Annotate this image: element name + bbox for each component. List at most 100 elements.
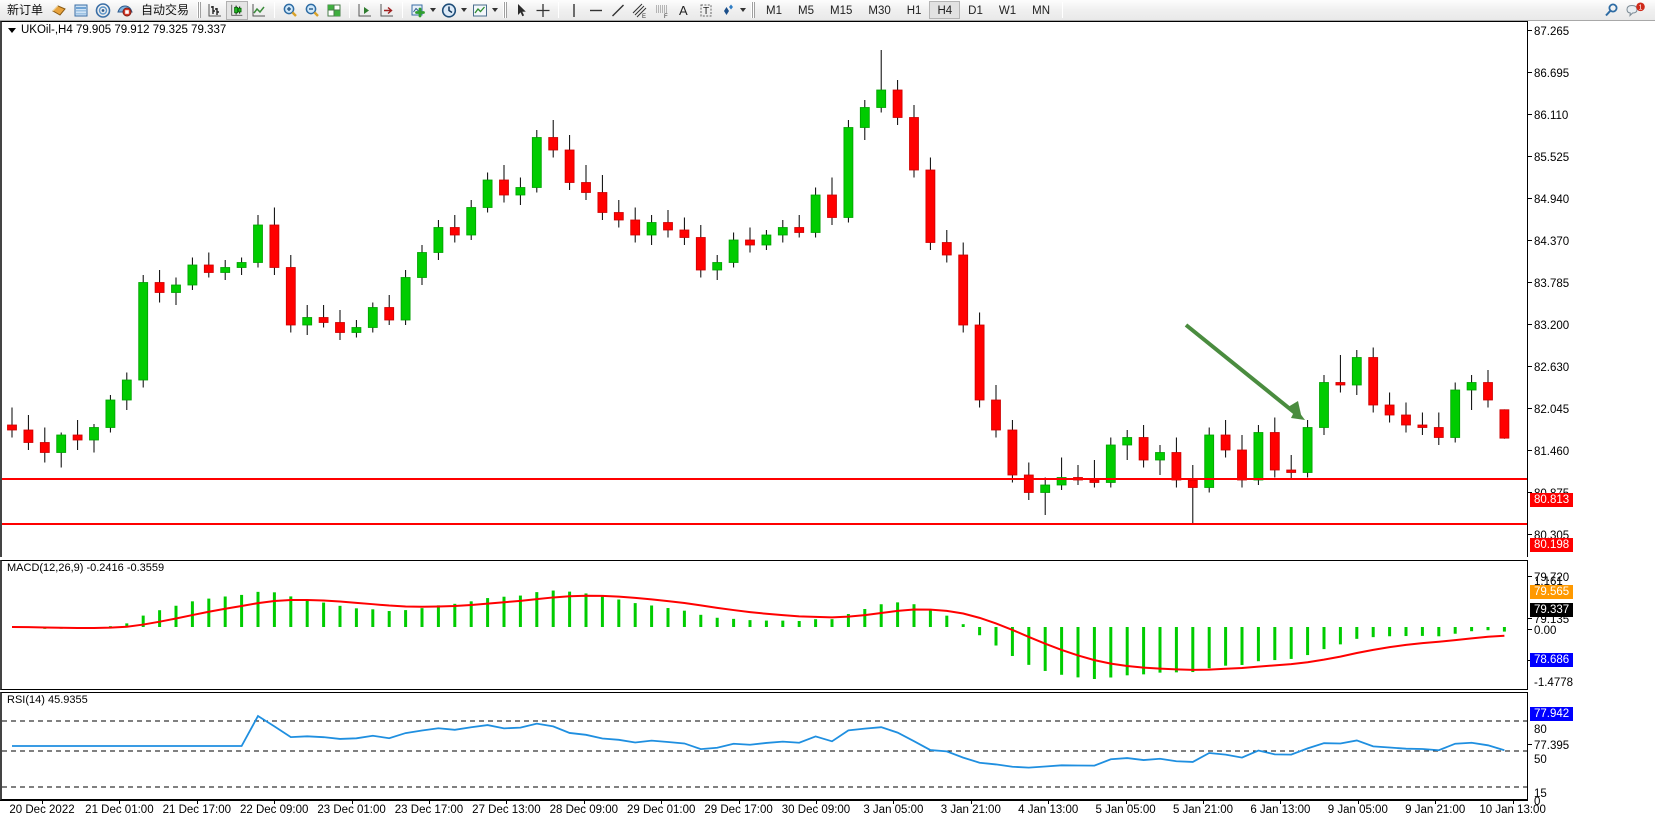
zoom-out-icon[interactable] <box>301 1 323 20</box>
crosshair-icon[interactable] <box>532 1 554 20</box>
toolbar-separator <box>1062 2 1063 18</box>
time-label: 10 Jan 13:00 <box>1479 804 1546 816</box>
time-tick <box>506 801 508 804</box>
price-tick: 79.720 <box>1528 572 1569 584</box>
time-label: 29 Dec 17:00 <box>704 804 773 816</box>
toolbar-separator <box>402 2 404 18</box>
text-icon[interactable]: A <box>673 1 695 20</box>
time-tick <box>893 801 895 804</box>
macd-tick: -1.4778 <box>1534 677 1574 689</box>
toolbar-grip[interactable] <box>751 2 756 18</box>
line-chart-icon[interactable] <box>248 1 270 20</box>
time-tick <box>583 801 585 804</box>
time-axis[interactable]: 20 Dec 2022 21 Dec 01:00 21 Dec 17:00 22 De… <box>0 800 1546 821</box>
chart-header[interactable]: UKOil-,H4 79.905 79.912 79.325 79.337 <box>8 24 226 36</box>
candlestick-series <box>7 50 1510 525</box>
data-window-icon[interactable] <box>70 1 92 20</box>
time-tick <box>1280 801 1282 804</box>
main-toolbar: 新订单 自动交易 <box>0 0 1655 21</box>
timeframe-m30[interactable]: M30 <box>868 5 891 17</box>
svg-text:E: E <box>642 14 646 19</box>
indicators-dropdown-caret[interactable] <box>430 8 437 12</box>
period-dropdown-caret[interactable] <box>461 8 468 12</box>
zoom-in-icon[interactable] <box>279 1 301 20</box>
price-badge[interactable]: 78.686 <box>1530 653 1574 667</box>
bar-chart-icon[interactable] <box>204 1 226 20</box>
templates-dropdown-caret[interactable] <box>492 8 499 12</box>
rsi-series <box>2 714 1527 788</box>
period-icon[interactable] <box>438 1 460 20</box>
time-tick <box>738 801 740 804</box>
equidistant-channel-icon[interactable]: E <box>629 1 651 20</box>
timeframe-m1[interactable]: M1 <box>766 5 783 17</box>
price-badge[interactable]: 79.565 <box>1530 585 1574 599</box>
time-tick <box>351 801 353 804</box>
vertical-line-icon[interactable] <box>563 1 585 20</box>
chart-collapse-caret[interactable] <box>8 27 16 33</box>
signals-icon[interactable] <box>92 1 114 20</box>
rsi-tick: 80 <box>1534 724 1547 736</box>
time-label: 23 Dec 01:00 <box>317 804 386 816</box>
candlestick-chart-icon[interactable] <box>226 0 249 20</box>
auto-scroll-icon[interactable] <box>376 1 398 20</box>
shift-end-icon[interactable] <box>354 1 376 20</box>
shapes-icon[interactable] <box>48 1 70 20</box>
time-label: 30 Dec 09:00 <box>781 804 851 816</box>
toolbar-grip[interactable] <box>503 2 508 18</box>
toolbar-separator <box>558 2 560 18</box>
indicators-icon[interactable] <box>407 1 429 20</box>
auto-trading-button[interactable]: 自动交易 <box>136 1 194 20</box>
objects-dropdown-caret[interactable] <box>740 8 747 12</box>
price-tick: 82.045 <box>1528 404 1569 416</box>
price-badge[interactable]: 77.942 <box>1530 707 1574 721</box>
price-tick: 82.630 <box>1528 362 1569 374</box>
alerts-count: 1 <box>1639 4 1643 11</box>
timeframe-d1[interactable]: D1 <box>968 5 983 17</box>
objects-icon[interactable] <box>717 1 739 20</box>
toolbar-grip[interactable] <box>197 2 202 18</box>
price-scale[interactable]: 87.265 86.695 86.110 85.525 84.940 84.370 83.7… <box>1528 21 1655 808</box>
timeframe-h1[interactable]: H1 <box>906 5 922 17</box>
cursor-icon[interactable] <box>510 1 532 20</box>
price-badge[interactable]: 80.198 <box>1530 538 1574 552</box>
toolbar-separator <box>349 2 351 18</box>
time-label: 4 Jan 13:00 <box>1018 804 1079 816</box>
timeframe-m5[interactable]: M5 <box>798 5 814 17</box>
text-label-icon[interactable]: T <box>695 1 717 20</box>
rsi-pane[interactable]: RSI(14) 45.9355 <box>0 692 1528 800</box>
timeframe-m15[interactable]: M15 <box>830 5 853 17</box>
timeframe-w1[interactable]: W1 <box>998 5 1017 17</box>
chart-symbol-ohlc: UKOil-,H4 79.905 79.912 79.325 79.337 <box>21 24 227 36</box>
horizontal-line-icon[interactable] <box>585 1 607 20</box>
time-tick <box>1125 801 1127 804</box>
new-order-button[interactable]: 新订单 <box>2 1 48 20</box>
trendline-icon[interactable] <box>607 1 629 20</box>
rsi-tick: 0 <box>1534 796 1541 808</box>
macd-tick: 1.161 <box>1534 576 1563 588</box>
time-label: 27 Dec 13:00 <box>472 804 541 816</box>
macd-pane[interactable]: MACD(12,26,9) -0.2416 -0.3559 <box>0 560 1528 690</box>
price-badge[interactable]: 79.337 <box>1530 603 1574 617</box>
level-line-resistance-2[interactable] <box>2 523 1527 525</box>
time-label: 5 Jan 05:00 <box>1095 804 1156 816</box>
alerts-icon[interactable]: 1 <box>1623 1 1649 20</box>
time-tick <box>196 801 198 804</box>
level-line-resistance-1[interactable] <box>2 478 1527 480</box>
time-tick <box>1435 801 1437 804</box>
price-tick: 87.265 <box>1528 26 1569 38</box>
price-pane[interactable]: UKOil-,H4 79.905 79.912 79.325 79.337 <box>0 21 1528 557</box>
chart-area[interactable]: UKOil-,H4 79.905 79.912 79.325 79.337 <box>0 21 1655 821</box>
search-icon[interactable] <box>1599 1 1623 20</box>
auto-trading-label: 自动交易 <box>141 2 190 17</box>
price-badge[interactable]: 80.813 <box>1530 493 1574 507</box>
timeframe-mn[interactable]: MN <box>1032 5 1050 17</box>
timeframe-h4[interactable]: H4 <box>929 1 961 19</box>
macd-tick: 0.00 <box>1528 625 1556 637</box>
auto-trading-icon[interactable] <box>114 1 136 20</box>
price-tick: 81.460 <box>1528 446 1569 458</box>
fibonacci-icon[interactable]: F <box>651 1 673 20</box>
grid-icon[interactable] <box>323 1 345 20</box>
templates-icon[interactable] <box>469 1 491 20</box>
price-tick: 84.940 <box>1528 194 1569 206</box>
time-tick <box>274 801 276 804</box>
